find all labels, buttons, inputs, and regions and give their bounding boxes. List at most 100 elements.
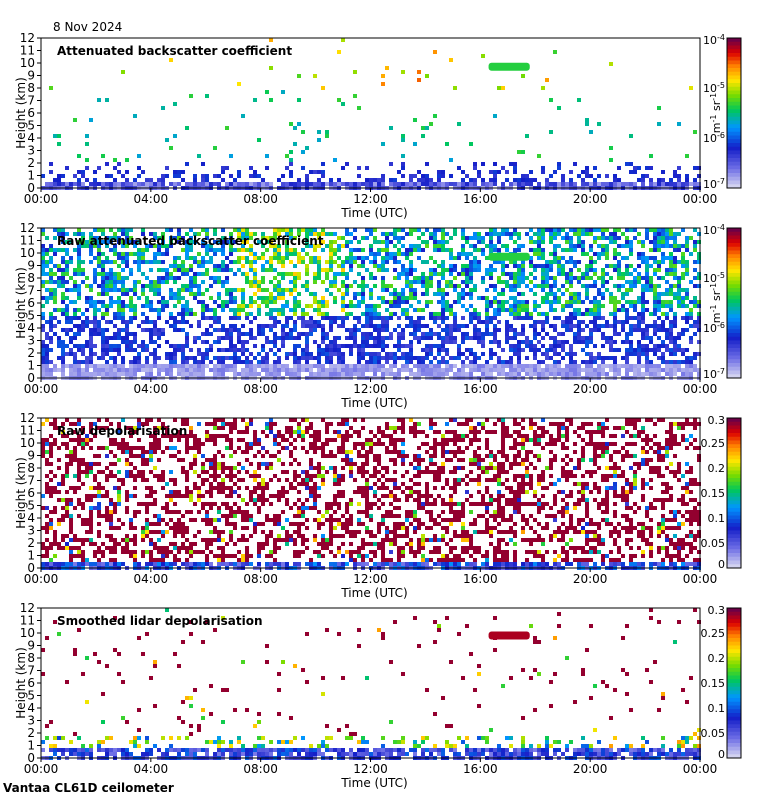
heatmap-cell: [121, 70, 125, 74]
heatmap-cell: [589, 352, 593, 356]
heatmap-cell: [109, 442, 113, 446]
heatmap-cell: [469, 316, 473, 320]
heatmap-cell: [337, 248, 341, 252]
heatmap-cell: [157, 328, 161, 332]
heatmap-cell: [537, 368, 541, 372]
heatmap-cell: [189, 236, 193, 240]
heatmap-cell: [613, 236, 617, 240]
heatmap-cell: [597, 292, 601, 296]
heatmap-cell: [553, 182, 557, 186]
heatmap-cell: [409, 178, 413, 182]
heatmap-cell: [553, 280, 557, 284]
heatmap-cell: [669, 332, 673, 336]
heatmap-cell: [157, 178, 161, 182]
heatmap-cell: [609, 324, 613, 328]
colorbar-step: [727, 158, 741, 163]
heatmap-cell: [477, 336, 481, 340]
heatmap-cell: [153, 438, 157, 442]
heatmap-cell: [329, 256, 333, 260]
heatmap-cell: [69, 530, 73, 534]
heatmap-cell: [169, 146, 173, 150]
heatmap-cell: [441, 276, 445, 280]
heatmap-cell: [85, 494, 89, 498]
heatmap-cell: [269, 240, 273, 244]
heatmap-cell: [129, 364, 133, 368]
heatmap-cell: [437, 372, 441, 376]
heatmap-cell: [57, 276, 61, 280]
colorbar-step: [727, 288, 741, 293]
heatmap-cell: [521, 300, 525, 304]
heatmap-cell: [409, 324, 413, 328]
heatmap-cell: [81, 550, 85, 554]
heatmap-cell: [73, 324, 77, 328]
heatmap-cell: [329, 360, 333, 364]
heatmap-cell: [121, 360, 125, 364]
heatmap-cell: [121, 256, 125, 260]
heatmap-cell: [685, 272, 689, 276]
heatmap-cell: [77, 284, 81, 288]
heatmap-cell: [401, 356, 405, 360]
heatmap-cell: [637, 344, 641, 348]
colorbar-step: [727, 154, 741, 159]
heatmap-cell: [337, 324, 341, 328]
heatmap-cell: [229, 296, 233, 300]
heatmap-cell: [269, 368, 273, 372]
colorbar-step: [727, 273, 741, 278]
heatmap-cell: [585, 252, 589, 256]
heatmap-cell: [109, 304, 113, 308]
heatmap-cell: [581, 336, 585, 340]
heatmap-cell: [101, 272, 105, 276]
heatmap-cell: [373, 328, 377, 332]
heatmap-cell: [545, 276, 549, 280]
heatmap-cell: [141, 538, 145, 542]
heatmap-cell: [469, 178, 473, 182]
heatmap-cell: [281, 182, 285, 186]
heatmap-cell: [405, 308, 409, 312]
heatmap-cell: [41, 438, 45, 442]
heatmap-cell: [641, 372, 645, 376]
heatmap-cell: [529, 256, 533, 260]
heatmap-cell: [73, 372, 77, 376]
heatmap-cell: [93, 372, 97, 376]
heatmap-cell: [185, 126, 189, 130]
heatmap-cell: [45, 360, 49, 364]
heatmap-cell: [77, 170, 81, 174]
heatmap-cell: [265, 260, 269, 264]
heatmap-cell: [89, 506, 93, 510]
heatmap-cell: [109, 228, 113, 232]
heatmap-cell: [369, 344, 373, 348]
heatmap-cell: [213, 300, 217, 304]
heatmap-cell: [77, 324, 81, 328]
heatmap-cell: [429, 284, 433, 288]
heatmap-cell: [657, 276, 661, 280]
heatmap-cell: [185, 332, 189, 336]
heatmap-cell: [685, 312, 689, 316]
y-tick-label: 2: [27, 156, 35, 170]
heatmap-cell: [661, 256, 665, 260]
heatmap-cell: [353, 236, 357, 240]
heatmap-cell: [109, 356, 113, 360]
heatmap-cell: [417, 276, 421, 280]
heatmap-cell: [185, 256, 189, 260]
heatmap-cell: [673, 364, 677, 368]
heatmap-cell: [153, 426, 157, 430]
heatmap-cell: [365, 284, 369, 288]
heatmap-cell: [341, 272, 345, 276]
heatmap-cell: [549, 130, 553, 134]
heatmap-cell: [201, 280, 205, 284]
heatmap-cell: [145, 418, 149, 422]
heatmap-cell: [637, 280, 641, 284]
heatmap-cell: [513, 232, 517, 236]
heatmap-cell: [561, 284, 565, 288]
heatmap-cell: [381, 268, 385, 272]
heatmap-cell: [505, 248, 509, 252]
heatmap-cell: [345, 232, 349, 236]
heatmap-cell: [345, 312, 349, 316]
heatmap-cell: [169, 264, 173, 268]
heatmap-cell: [61, 340, 65, 344]
heatmap-cell: [557, 300, 561, 304]
heatmap-cell: [601, 368, 605, 372]
heatmap-cell: [41, 494, 45, 498]
heatmap-cell: [449, 364, 453, 368]
heatmap-cell: [97, 470, 101, 474]
